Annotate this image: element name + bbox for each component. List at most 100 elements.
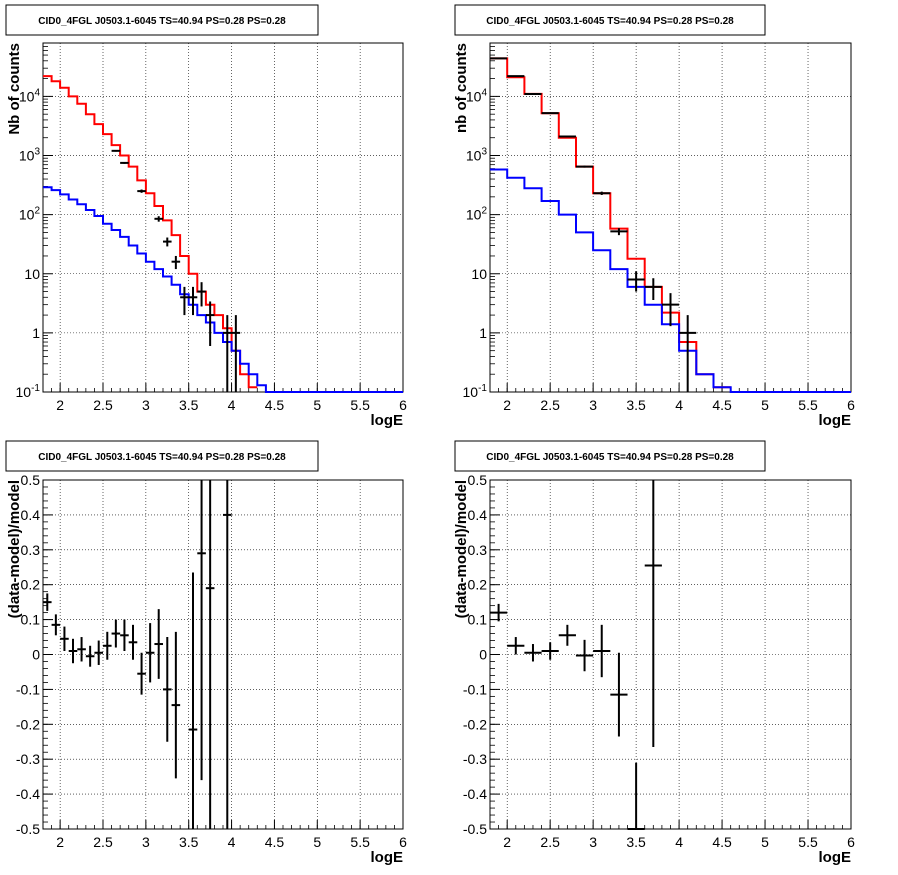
y-tick-label: 103 bbox=[466, 147, 488, 164]
x-tick-label: 5.5 bbox=[350, 834, 370, 850]
y-tick-label: 1 bbox=[32, 325, 40, 341]
chart-panel-4: 2 2.5 3 3.5 4 4.5 5 5.5 6 -0.5 -0.4 -0.3 -0.2 -0.1 0 0.… bbox=[453, 440, 855, 866]
tick-base: 10 bbox=[19, 88, 35, 104]
y-tick-label: 102 bbox=[19, 206, 41, 223]
y-tick-label: -0.1 bbox=[16, 681, 40, 697]
chart-panel-3: 2 2.5 3 3.5 4 4.5 5 5.5 6 -0.5 -0.4 -0.3 -0.2 -0.1 0 0.… bbox=[5, 440, 407, 866]
chart-title: CID0_4FGL J0503.1-6045 TS=40.94 PS=0.28 … bbox=[38, 16, 286, 27]
tick-base: 10 bbox=[463, 384, 479, 400]
title-box bbox=[454, 440, 766, 472]
chart-panel-2: 2 2.5 3 3.5 4 4.5 5 5.5 610-1110102103104logEnb … bbox=[453, 4, 855, 429]
y-tick-label: -0.5 bbox=[463, 821, 487, 837]
x-tick-label: 6 bbox=[399, 834, 407, 850]
y-tick-label: -0.3 bbox=[463, 751, 487, 767]
x-tick-label: 5 bbox=[761, 397, 769, 413]
x-tick-label: 4.5 bbox=[265, 397, 285, 413]
histogram-model-source bbox=[43, 186, 403, 393]
x-tick-label: 2 bbox=[56, 397, 64, 413]
y-tick-label: -0.1 bbox=[463, 681, 487, 697]
tick-exponent: -1 bbox=[478, 383, 487, 394]
y-tick-label: 0.3 bbox=[21, 542, 41, 558]
y-tick-label: 0.2 bbox=[468, 577, 488, 593]
y-tick-label: 102 bbox=[466, 206, 488, 223]
histogram-model-source bbox=[490, 168, 851, 393]
x-tick-label: 3 bbox=[589, 397, 597, 413]
y-tick-label: 0.1 bbox=[468, 612, 488, 628]
y-tick-label: -0.4 bbox=[463, 786, 487, 802]
title-box bbox=[5, 440, 319, 472]
y-tick-label: 0 bbox=[32, 647, 40, 663]
y-tick-label: -0.5 bbox=[16, 821, 40, 837]
x-tick-label: 3 bbox=[142, 397, 150, 413]
x-tick-label: 3.5 bbox=[626, 834, 646, 850]
y-tick-label: 10 bbox=[24, 266, 40, 282]
chart-title: CID0_4FGL J0503.1-6045 TS=40.94 PS=0.28 … bbox=[486, 452, 734, 463]
x-tick-label: 4 bbox=[228, 834, 236, 850]
x-tick-label: 6 bbox=[847, 397, 855, 413]
title-box bbox=[454, 4, 766, 36]
x-tick-label: 6 bbox=[399, 397, 407, 413]
x-tick-label: 5.5 bbox=[350, 397, 370, 413]
x-tick-label: 2 bbox=[503, 397, 511, 413]
chart-title: CID0_4FGL J0503.1-6045 TS=40.94 PS=0.28 … bbox=[38, 452, 286, 463]
tick-base: 10 bbox=[466, 207, 482, 223]
x-axis-label: logE bbox=[371, 412, 404, 429]
tick-exponent: 4 bbox=[481, 87, 487, 98]
x-tick-label: 4.5 bbox=[265, 834, 285, 850]
plot-frame bbox=[489, 42, 852, 393]
y-axis-label: (data-model)/model bbox=[6, 480, 23, 618]
x-tick-label: 2.5 bbox=[540, 397, 560, 413]
chart-title: CID0_4FGL J0503.1-6045 TS=40.94 PS=0.28 … bbox=[486, 16, 734, 27]
x-tick-label: 5.5 bbox=[798, 397, 818, 413]
x-tick-label: 2.5 bbox=[540, 834, 560, 850]
chart-panel-1: 2 2.5 3 3.5 4 4.5 5 5.5 610-1110102103104logENb … bbox=[5, 4, 407, 429]
tick-exponent: -1 bbox=[31, 383, 40, 394]
y-tick-label: 10-1 bbox=[16, 383, 41, 400]
tick-base: 10 bbox=[466, 148, 482, 164]
y-tick-label: 10-1 bbox=[463, 383, 488, 400]
y-tick-label: 10 bbox=[471, 266, 487, 282]
tick-exponent: 4 bbox=[34, 87, 40, 98]
tick-exponent: 3 bbox=[481, 147, 487, 158]
x-tick-label: 3.5 bbox=[179, 834, 199, 850]
x-tick-label: 2.5 bbox=[93, 834, 113, 850]
tick-exponent: 2 bbox=[481, 206, 487, 217]
tick-base: 10 bbox=[466, 88, 482, 104]
x-tick-label: 4.5 bbox=[712, 834, 732, 850]
x-tick-label: 4 bbox=[228, 397, 236, 413]
y-tick-label: -0.2 bbox=[463, 716, 487, 732]
y-tick-label: 0.2 bbox=[21, 577, 41, 593]
y-tick-label: 103 bbox=[19, 147, 41, 164]
tick-base: 10 bbox=[16, 384, 32, 400]
x-tick-label: 2 bbox=[503, 834, 511, 850]
y-axis-label: (data-model)/model bbox=[453, 480, 470, 618]
tick-base: 10 bbox=[19, 148, 35, 164]
y-tick-label: -0.3 bbox=[16, 751, 40, 767]
y-tick-label: 0 bbox=[479, 647, 487, 663]
y-tick-label: -0.4 bbox=[16, 786, 40, 802]
x-axis-label: logE bbox=[819, 412, 852, 429]
title-box bbox=[5, 4, 319, 36]
x-tick-label: 5 bbox=[313, 397, 321, 413]
x-tick-label: 5 bbox=[313, 834, 321, 850]
tick-exponent: 3 bbox=[34, 147, 40, 158]
y-tick-label: 104 bbox=[19, 87, 41, 104]
y-tick-label: 1 bbox=[479, 325, 487, 341]
y-tick-label: 0.3 bbox=[468, 542, 488, 558]
y-tick-label: 0.5 bbox=[468, 472, 488, 488]
y-tick-label: 0.4 bbox=[21, 507, 41, 523]
x-tick-label: 4 bbox=[675, 834, 683, 850]
x-tick-label: 5 bbox=[761, 834, 769, 850]
x-tick-label: 4 bbox=[675, 397, 683, 413]
x-axis-label: logE bbox=[371, 849, 404, 866]
tick-exponent: 2 bbox=[34, 206, 40, 217]
y-tick-label: 104 bbox=[466, 87, 488, 104]
x-tick-label: 2 bbox=[56, 834, 64, 850]
x-tick-label: 3 bbox=[589, 834, 597, 850]
x-tick-label: 2.5 bbox=[93, 397, 113, 413]
x-tick-label: 3.5 bbox=[179, 397, 199, 413]
y-axis-label: nb of counts bbox=[453, 43, 470, 133]
y-tick-label: -0.2 bbox=[16, 716, 40, 732]
x-tick-label: 6 bbox=[847, 834, 855, 850]
